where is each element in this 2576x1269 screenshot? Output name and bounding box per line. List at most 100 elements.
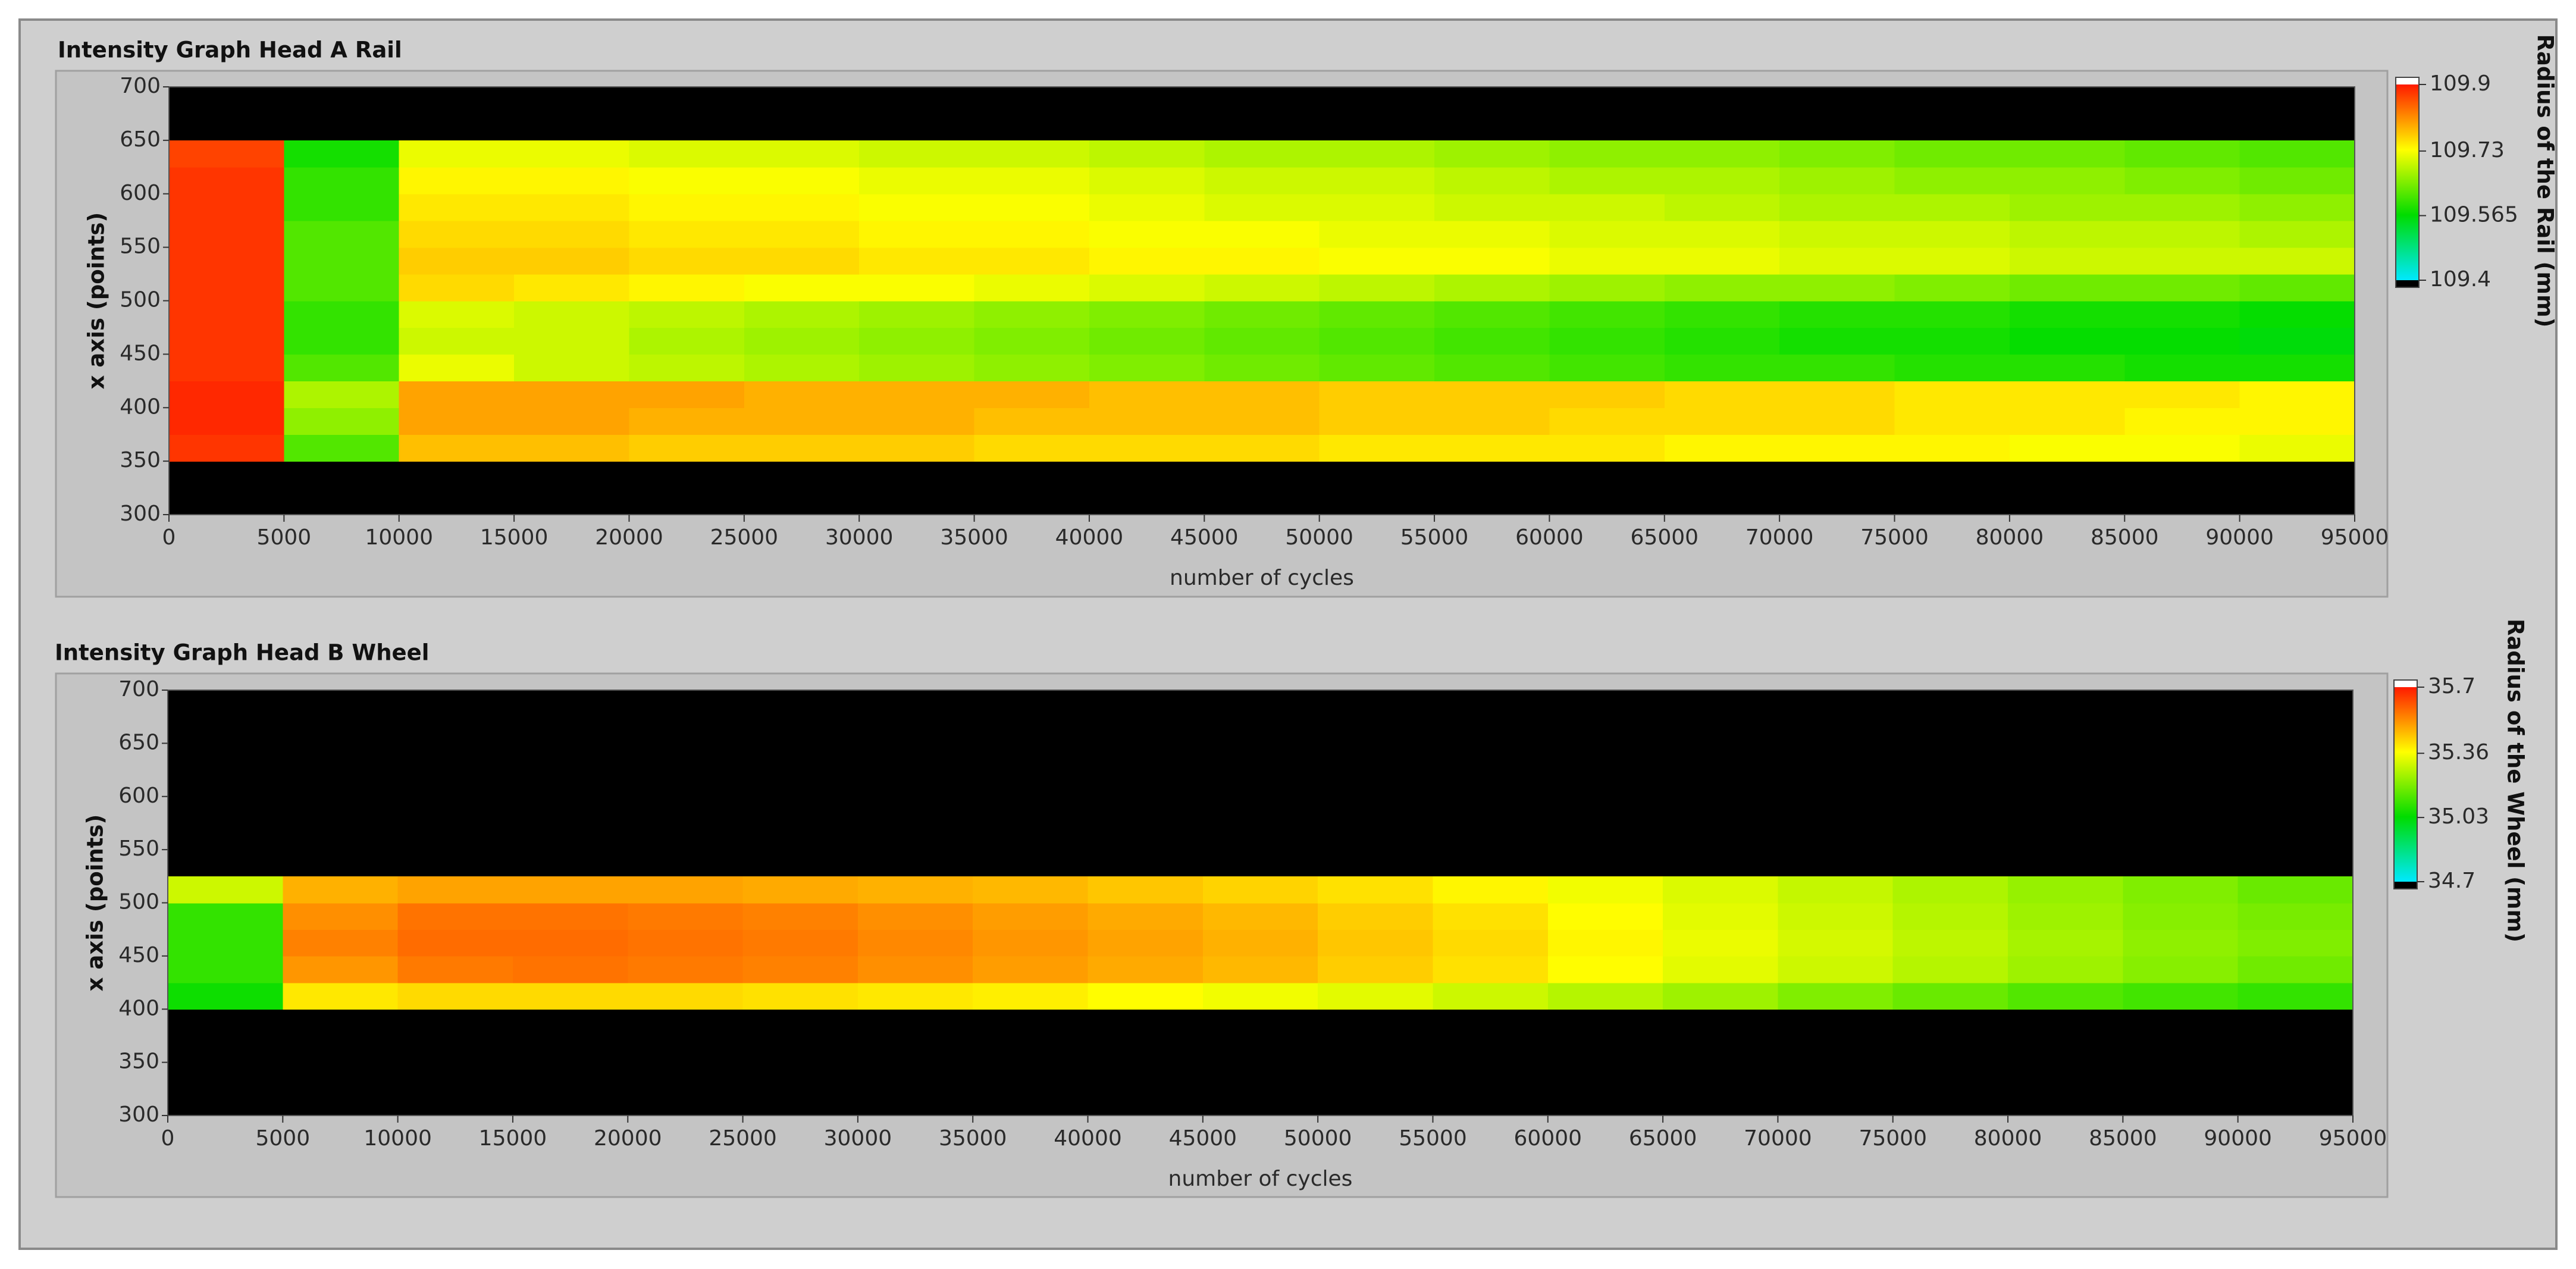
heat-cell [169, 274, 285, 302]
heat-cell [744, 354, 860, 382]
heat-cell [169, 140, 285, 168]
x-tick-label: 70000 [1745, 525, 1814, 550]
heat-cell [744, 300, 860, 328]
heat-cell [1434, 354, 1550, 382]
heat-cell [2008, 929, 2124, 957]
heat-cell [744, 220, 860, 248]
y-tick-label: 650 [120, 127, 161, 152]
heat-cell [1318, 982, 1434, 1010]
x-tick-label: 5000 [257, 525, 312, 550]
heat-cell [629, 354, 745, 382]
heat-cell [1664, 274, 1780, 302]
x-tick-label: 55000 [1400, 525, 1469, 550]
heat-cell [1434, 434, 1550, 462]
heat-cell [169, 327, 285, 355]
heat-cell [744, 381, 860, 409]
x-tick-label: 0 [161, 1126, 175, 1151]
heat-cell [399, 247, 515, 275]
heat-cell [284, 354, 400, 382]
heat-cell [2124, 408, 2240, 435]
x-tick-label: 25000 [709, 1126, 777, 1151]
heat-cell [1549, 354, 1665, 382]
heat-cell [1088, 903, 1204, 930]
heat-cell [514, 247, 630, 275]
heat-cell [974, 247, 1090, 275]
heat-cell [2239, 434, 2355, 462]
heat-cell [1549, 167, 1665, 195]
colorbar-below [2396, 280, 2419, 287]
heat-cell [628, 876, 744, 904]
heat-cell [2124, 381, 2240, 409]
heat-cell [512, 955, 629, 983]
heat-cell [2123, 982, 2239, 1010]
heat-cell [399, 220, 515, 248]
colorbar-tick-label: 109.73 [2430, 138, 2505, 162]
heat-cell [974, 434, 1090, 462]
heat-cell [2124, 167, 2240, 195]
heat-cell [1779, 274, 1895, 302]
heat-cell [1892, 903, 2008, 930]
heat-cell [1894, 193, 2010, 221]
heat-cell [2239, 327, 2355, 355]
heat-cell [1089, 300, 1205, 328]
heat-cell [1433, 982, 1549, 1010]
heat-cell [168, 929, 284, 957]
y-tick-label: 350 [118, 1049, 159, 1074]
heat-cell [2009, 220, 2126, 248]
heat-cell [1549, 140, 1665, 168]
heat-cell [1319, 140, 1435, 168]
heat-cell [2009, 274, 2126, 302]
heat-cell [397, 982, 513, 1010]
heat-cell [744, 167, 860, 195]
heat-cell [1549, 193, 1665, 221]
heat-cell [2237, 929, 2354, 957]
heat-cell [629, 434, 745, 462]
y-tick-label: 550 [118, 836, 159, 861]
heat-cell [1202, 955, 1318, 983]
heat-cell [169, 408, 285, 435]
heat-cell [2237, 903, 2354, 930]
heat-cell [2237, 876, 2354, 904]
heat-cell [1434, 247, 1550, 275]
heat-cell [1894, 327, 2010, 355]
heat-cell [857, 903, 974, 930]
heat-cell [1089, 434, 1205, 462]
heat-cell [168, 982, 284, 1010]
x-tick-label: 10000 [363, 1126, 432, 1151]
heat-cell [514, 167, 630, 195]
heat-cell [1089, 381, 1205, 409]
heat-cell [514, 300, 630, 328]
heat-cell [1089, 140, 1205, 168]
heat-cell [859, 300, 975, 328]
heat-cell [1549, 327, 1665, 355]
heat-cell [1319, 274, 1435, 302]
heat-cell [974, 327, 1090, 355]
heat-cell [2009, 354, 2126, 382]
heat-cell [1549, 434, 1665, 462]
heat-cell [629, 140, 745, 168]
heat-cell [1204, 434, 1320, 462]
heat-cell [742, 876, 858, 904]
heat-cell [1664, 381, 1780, 409]
heat-cell [973, 876, 1089, 904]
heat-cell [859, 354, 975, 382]
y-tick-label: 700 [120, 74, 161, 98]
x-axis-label: number of cycles [1168, 1167, 1353, 1191]
heat-cell [1433, 929, 1549, 957]
colorbar-gradient [2396, 84, 2419, 280]
x-tick-label: 15000 [479, 1126, 547, 1151]
heat-cell [1779, 167, 1895, 195]
heat-cell [1779, 381, 1895, 409]
heat-cell [629, 193, 745, 221]
heat-cell [1089, 408, 1205, 435]
y-tick-label: 550 [120, 234, 161, 259]
heat-cell [397, 876, 513, 904]
y-tick-label: 650 [118, 730, 159, 754]
heat-cell [744, 247, 860, 275]
heat-cell [1894, 300, 2010, 328]
heat-cell [974, 140, 1090, 168]
heat-cell [2123, 903, 2239, 930]
heat-cell [1664, 300, 1780, 328]
x-tick-label: 55000 [1399, 1126, 1467, 1151]
heat-cell [2239, 274, 2355, 302]
